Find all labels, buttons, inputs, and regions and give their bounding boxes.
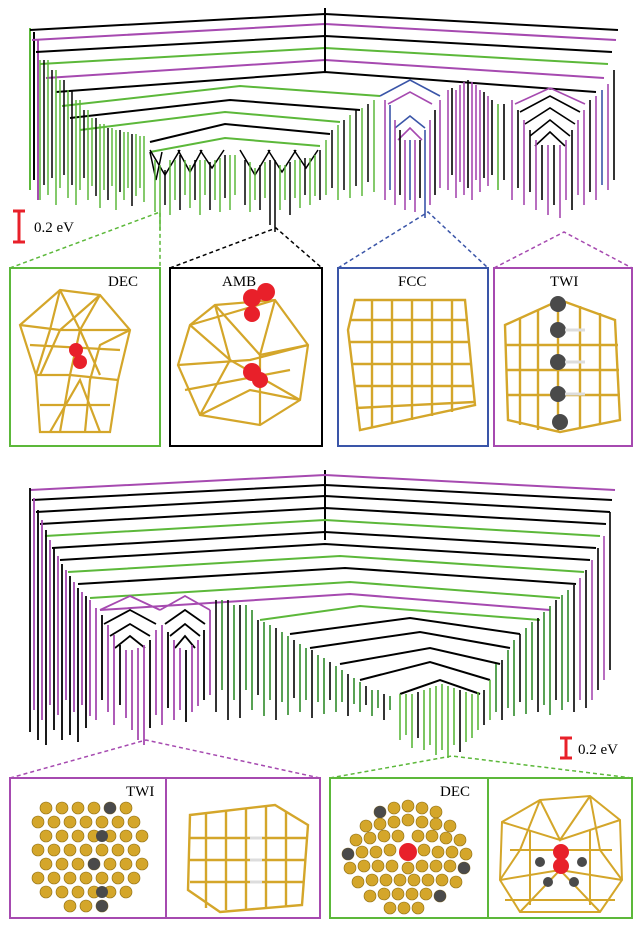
bottom-inset-twi-label: TWI — [126, 784, 154, 800]
dec-side-view-red-atom-2 — [553, 858, 569, 874]
twi-connector — [493, 231, 633, 269]
top-scale-bar-label: 0.2 eV — [34, 220, 74, 236]
top-inset-amb-label: AMB — [222, 274, 256, 290]
bottom-inset-connectors — [9, 739, 633, 779]
top-inset-connectors — [9, 210, 633, 269]
dec-top-view-red-atom — [399, 843, 417, 861]
top-inset-dec: DEC — [9, 267, 161, 447]
dec-side-view-red-atom-1 — [553, 844, 569, 860]
top-brackets — [29, 8, 619, 153]
bottom-inset-twi: TWI — [9, 777, 321, 919]
top-inset-fcc: FCC — [337, 267, 489, 447]
dec-side-view-gray — [535, 857, 587, 887]
top-fcc-funnel — [379, 79, 441, 218]
fcc-connector — [337, 211, 489, 269]
dec-top-view — [341, 799, 473, 915]
top-left-leaves — [39, 60, 145, 210]
bottom-inset-dec: DEC — [329, 777, 633, 919]
top-inset-twi-label: TWI — [550, 274, 578, 290]
amb-connector — [169, 227, 323, 269]
dec-connector — [9, 210, 161, 269]
bottom-scale-bar-label: 0.2 eV — [578, 742, 618, 758]
bottom-inset-dec-label: DEC — [440, 784, 470, 800]
bottom-left-spine — [29, 488, 91, 745]
top-inset-amb: AMB — [169, 267, 323, 447]
top-magenta-band — [447, 80, 505, 200]
bottom-brackets — [29, 470, 616, 695]
top-inset-dec-label: DEC — [108, 274, 138, 290]
twi-top-view-gray — [88, 802, 116, 912]
twi-side-view — [186, 803, 310, 914]
bottom-scale-bar: 0.2 eV — [560, 736, 618, 760]
top-scale-bar: 0.2 eV — [13, 209, 74, 244]
top-disconnectivity-graph — [29, 8, 619, 232]
top-central-funnel — [149, 100, 375, 232]
bottom-right-leaves — [495, 512, 611, 720]
bottom-twi-connector — [9, 739, 321, 779]
top-inset-twi: TWI — [493, 267, 633, 447]
dec-top-view-gray — [342, 806, 470, 902]
bottom-dec-connector — [329, 755, 633, 779]
bottom-middle-leaves — [215, 600, 391, 720]
top-inset-fcc-label: FCC — [398, 274, 426, 290]
bottom-disconnectivity-graph — [29, 470, 616, 758]
top-twi-funnel — [511, 70, 615, 218]
bottom-twi-funnel — [95, 594, 211, 745]
twi-side-gray — [250, 836, 262, 884]
bottom-dec-funnel — [399, 680, 491, 758]
top-left-spine — [29, 28, 39, 200]
